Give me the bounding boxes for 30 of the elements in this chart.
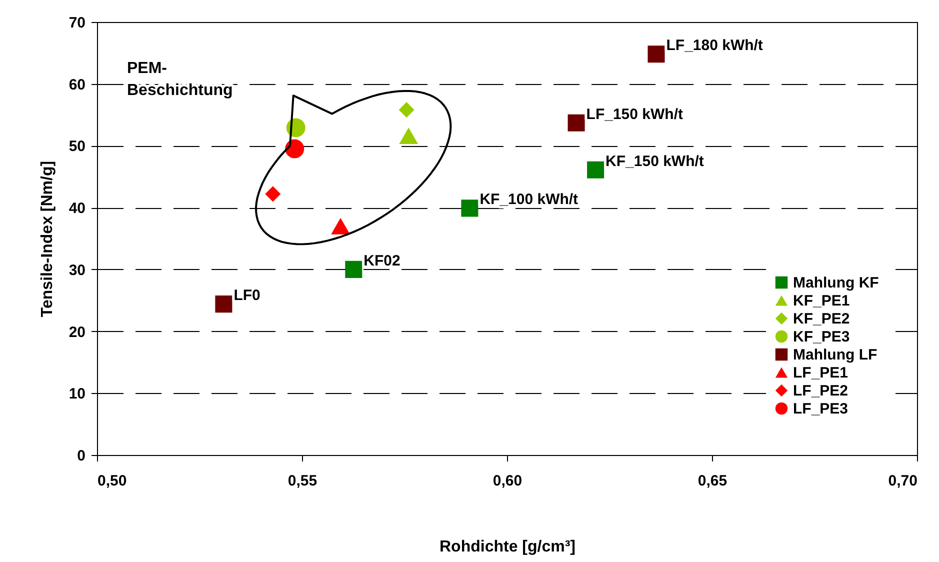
legend-label: KF_PE1 (793, 292, 850, 310)
legend-label: LF_PE2 (793, 382, 848, 400)
x-tick-label: 0,65 (698, 472, 728, 490)
y-tick-label: 0 (77, 448, 86, 464)
x-tick-label: 0,70 (888, 472, 918, 490)
y-tick-label: 40 (68, 200, 86, 218)
legend-label: KF_PE2 (793, 310, 850, 328)
y-tick-label: 30 (68, 262, 86, 279)
legend-label: LF_PE3 (793, 400, 848, 418)
annotation: KF02 (364, 252, 400, 270)
y-axis-title: Tensile-Index [Nm/g] (38, 160, 56, 318)
x-tick-label: 0,55 (288, 472, 318, 490)
annotation: LF_180 kWh/t (666, 37, 763, 54)
legend-label: LF_PE1 (793, 364, 848, 382)
legend-label: Mahlung KF (793, 274, 879, 292)
annotation: KF_150 kWh/t (606, 152, 704, 170)
x-tick-label: 0,50 (98, 472, 127, 490)
annotation: LF0 (234, 287, 260, 304)
y-tick-label: 20 (68, 324, 86, 341)
x-tick-label: 0,60 (492, 472, 522, 490)
annotation: PEM- Beschichtung (127, 60, 233, 99)
legend-label: Mahlung LF (793, 346, 878, 364)
y-tick-label: 50 (68, 138, 86, 156)
legend-label: KF_PE3 (793, 328, 850, 346)
annotation: KF_100 kWh/t (480, 191, 578, 208)
y-tick-label: 10 (68, 386, 86, 403)
annotation: LF_150 kWh/t (586, 106, 683, 123)
y-tick-label: 60 (68, 76, 86, 94)
x-axis-title: Rohdichte [g/cm³] (440, 538, 576, 556)
y-tick-label: 70 (68, 14, 86, 32)
